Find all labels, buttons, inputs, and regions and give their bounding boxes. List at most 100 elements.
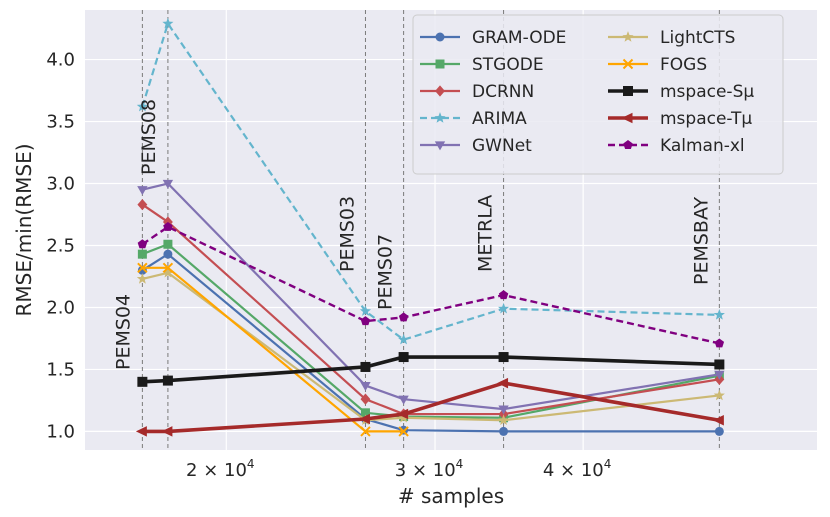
legend-item-arima: ARIMA [420,109,527,129]
legend-marker [621,112,633,124]
legend-item-dcrnn: DCRNN [420,82,534,102]
data-point-mspace-smu [137,376,148,387]
series-gwnet [137,179,725,415]
series-arima [136,17,725,345]
data-point-arima [136,100,148,112]
legend-marker [623,86,633,96]
data-point-gwnet [360,381,371,391]
data-point-lightcts [136,273,148,284]
legend-label: GWNet [472,136,532,156]
data-point-kalman-xl [137,239,148,249]
legend-marker [434,112,446,123]
data-point-lightcts [498,414,510,425]
series-mspace-tmu [135,377,724,437]
x-tick-label-base: 2 × 10 [186,460,247,481]
data-point-fogs [162,262,174,274]
legend-label: Kalman-xl [660,136,745,156]
dataset-label-metrla: METRLA [475,195,497,272]
x-tick-label: 2 × 104 [186,457,255,481]
data-point-kalman-xl [498,290,509,300]
dataset-label-pems08: PEMS08 [138,99,160,175]
data-point-gram-ode [499,426,509,436]
series-line-lightcts [142,271,720,422]
dataset-labels: PEMS04 PEMS08 PEMS03 PEMS07 METRLA PEMSBAY [112,99,712,370]
data-point-mspace-tmu [358,413,370,425]
x-tick-label-exponent: 4 [604,457,612,471]
data-point-mspace-smu [714,359,725,370]
dataset-label-pems07: PEMS07 [375,234,397,310]
data-point-gwnet [398,395,409,405]
x-tick-label-base: 3 × 10 [395,460,456,481]
legend-label: STGODE [472,55,544,75]
series-fogs [137,262,409,437]
data-point-kalman-xl [163,221,173,231]
data-point-dcrnn [360,393,371,405]
data-point-gwnet [162,179,174,189]
data-point-lightcts [398,411,410,423]
series-mspace-smu [137,352,725,387]
x-axis-label: # samples [398,484,504,508]
legend-marker [434,141,446,151]
legend-item-gwnet: GWNet [420,136,532,156]
data-point-dcrnn [137,198,148,211]
y-tick-label: 1.5 [46,359,75,380]
legend-marker [622,31,634,42]
series-line-kalman-xl [141,225,720,345]
legend-marker [622,58,634,70]
data-point-mspace-smu [360,361,371,372]
data-point-kalman-xl [398,312,409,322]
legend-marker [435,59,445,69]
x-tick-label: 4 × 104 [543,457,612,481]
y-tick-label: 1.0 [46,421,75,442]
data-point-lightcts [713,389,725,401]
data-point-stgode [137,249,147,259]
dataset-label-pems04: PEMS04 [112,294,134,370]
series-group [135,17,725,437]
data-point-stgode [163,239,173,249]
data-point-mspace-smu [162,375,173,386]
series-line-gram-ode [141,253,720,433]
data-point-gram-ode [714,426,724,436]
x-tick-label: 3 × 104 [395,457,464,481]
series-line-gwnet [142,182,720,411]
x-tick-label-base: 4 × 10 [543,460,604,481]
data-point-gram-ode [163,249,173,259]
data-point-arima [498,302,510,314]
data-point-gwnet [498,405,509,415]
data-point-fogs [137,262,148,274]
data-point-mspace-tmu [497,377,509,389]
legend-item-mspace-tmu: mspace-Tμ [608,109,752,129]
data-point-kalman-xl [714,338,725,348]
dataset-label-pemsbay: PEMSBAY [690,197,712,285]
legend-item-gram-ode: GRAM-ODE [420,28,566,48]
data-point-stgode [360,408,370,418]
legend-label: GRAM-ODE [472,28,566,48]
legend: GRAM-ODE LightCTS STGODE FOGS DCRNN mspace-Sμ… [412,14,784,175]
legend-label: ARIMA [472,109,527,129]
y-tick-label: 3.5 [46,112,75,133]
x-tick-label-exponent: 4 [456,457,464,471]
y-tick-label: 4.0 [46,50,75,71]
tick-labels: 1.01.52.02.53.03.54.02 × 104 3 × 104 4 × 1… [46,50,611,481]
dataset-label-pems03: PEMS03 [336,196,358,272]
data-point-kalman-xl [360,316,371,326]
legend-marker [435,85,445,97]
legend-label: mspace-Tμ [660,109,752,129]
series-kalman-xl [137,221,725,348]
legend-label: mspace-Sμ [660,82,754,102]
data-point-mspace-tmu [135,426,147,437]
y-tick-label: 2.5 [46,235,75,256]
data-point-dcrnn [162,216,173,228]
y-tick-label: 2.0 [46,297,75,318]
legend-item-stgode: STGODE [420,55,544,75]
legend-label: LightCTS [660,28,735,48]
series-line-fogs [142,266,404,433]
data-point-mspace-tmu [161,426,173,437]
x-tick-label-exponent: 4 [247,457,255,471]
legend-item-lightcts: LightCTS [608,28,735,48]
data-point-mspace-tmu [712,415,724,426]
series-line-dcrnn [141,203,720,416]
y-tick-label: 3.0 [46,174,75,195]
data-point-arima [359,305,372,316]
